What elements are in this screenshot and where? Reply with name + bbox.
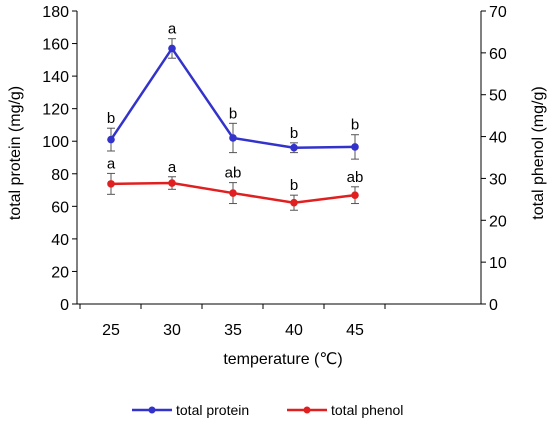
y-right-tick-label: 50 [489,88,507,105]
x-tick-label: 25 [102,322,120,339]
x-tick-label: 35 [224,322,242,339]
x-tick-label: 40 [285,322,303,339]
x-tick-label: 30 [163,322,181,339]
y-left-tick-label: 140 [42,69,69,86]
data-point [290,143,298,152]
data-point [107,180,115,188]
x-axis-label: temperature (℃) [223,351,342,368]
significance-label: ab [225,165,242,182]
data-point [351,143,359,151]
x-tick-label: 45 [346,322,364,339]
y-left-tick-label: 80 [51,167,69,184]
data-point [168,179,176,187]
y-right-tick-label: 60 [489,46,507,63]
y-right-tick-label: 20 [489,213,507,230]
legend-entry: total protein [132,402,249,418]
y-right-tick-label: 30 [489,171,507,188]
legend-entry: total phenol [287,402,403,418]
axes: 0 20 40 60 80 100 120 140 160 180 0 10 20 30 40 50 60 70 2… [42,4,507,339]
significance-label: a [107,155,116,172]
y-right-tick-label: 70 [489,4,507,21]
legend-label: total protein [176,402,249,418]
y-left-tick-label: 20 [51,264,69,281]
y-right-tick-label: 10 [489,255,507,272]
y-left-tick-label: 180 [42,4,69,21]
y-left-tick-label: 100 [42,134,69,151]
legend: total protein total phenol [132,402,403,418]
significance-label: b [351,117,359,134]
y-left-tick-label: 40 [51,232,69,249]
y-left-tick-label: 160 [42,37,69,54]
significance-label: b [229,105,237,122]
data-point [229,134,237,142]
series-total-protein: b a b b b [107,21,359,160]
significance-label: a [168,21,177,38]
y-left-tick-label: 120 [42,102,69,119]
y-left-tick-label: 0 [60,297,69,314]
legend-label: total phenol [331,402,403,418]
significance-label: b [290,177,298,194]
data-point [351,191,359,199]
data-point [168,44,176,53]
significance-label: a [168,159,177,176]
significance-label: ab [347,169,364,186]
y-left-tick-label: 60 [51,199,69,216]
data-point [290,198,298,207]
y-axis-left-label: total protein (mg/g) [7,86,24,220]
significance-label: b [290,125,298,142]
series-total-phenol: a a ab b ab [107,155,364,211]
legend-marker [303,406,311,414]
data-point [229,189,237,197]
y-right-tick-label: 0 [489,297,498,314]
significance-label: b [107,110,115,127]
data-point [107,135,115,144]
y-right-tick-label: 40 [489,130,507,147]
legend-marker [148,406,156,414]
y-axis-right-label: total phenol (mg/g) [530,86,547,219]
